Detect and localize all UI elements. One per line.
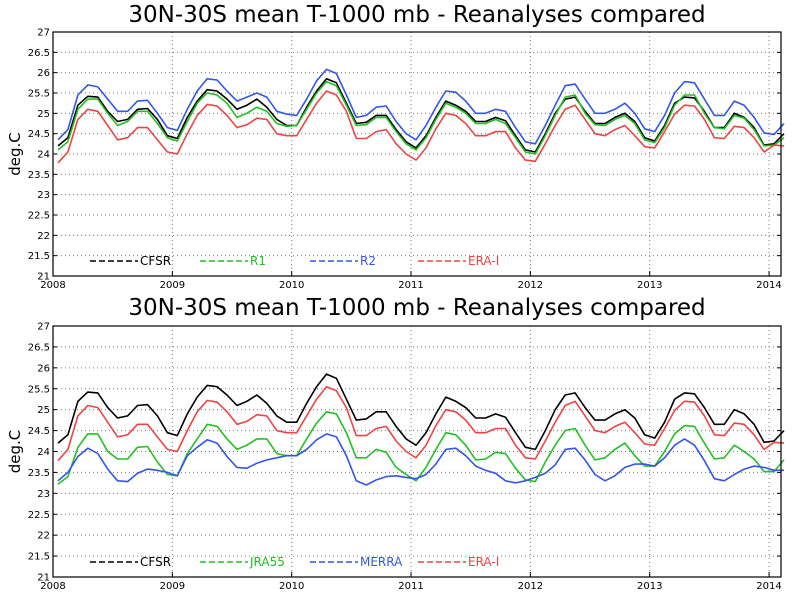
y-tick-label: 21: [37, 573, 50, 584]
y-tick-label: 26: [37, 363, 50, 374]
legend-label-r2: R2: [360, 254, 376, 268]
series-line-merra: [57, 433, 784, 486]
legend-label-era-i: ERA-I: [468, 254, 499, 268]
x-tick-label: 2011: [398, 280, 423, 291]
legend-label-cfsr: CFSR: [140, 555, 171, 569]
x-tick-label: 2012: [518, 280, 543, 291]
plot-frame: [52, 31, 782, 277]
legend-label-r1: R1: [250, 254, 266, 268]
y-tick-label: 21.5: [28, 251, 50, 262]
y-tick-label: 26.5: [28, 48, 50, 59]
y-tick-label: 22: [37, 531, 50, 542]
top-chart-panel: 30N-30S mean T-1000 mb - Reanalyses comp…: [6, 2, 785, 291]
y-tick-label: 25: [37, 405, 50, 416]
y-tick-label: 26.5: [28, 342, 50, 353]
y-tick-label: 21.5: [28, 552, 50, 563]
y-tick-label: 25.5: [28, 89, 50, 100]
x-tick-label: 2011: [398, 581, 423, 592]
series-line-cfsr: [57, 78, 785, 153]
y-tick-label: 24.5: [28, 129, 50, 140]
bottom-chart-panel: 30N-30S mean T-1000 mb - Reanalyses comp…: [6, 295, 785, 592]
y-tick-label: 24.5: [28, 426, 50, 437]
x-tick-label: 2009: [160, 280, 185, 291]
x-tick-label: 2014: [756, 280, 781, 291]
series-line-r2: [57, 68, 785, 145]
y-tick-label: 21: [37, 272, 50, 283]
y-tick-label: 24: [37, 150, 50, 161]
x-tick-label: 2013: [637, 280, 662, 291]
y-tick-label: 26: [37, 68, 50, 79]
chart-title: 30N-30S mean T-1000 mb - Reanalyses comp…: [128, 2, 705, 28]
series-line-era-i: [57, 385, 785, 462]
y-tick-label: 25.5: [28, 384, 50, 395]
x-tick-label: 2010: [279, 581, 304, 592]
y-axis-label: deg.C: [6, 430, 24, 474]
x-tick-label: 2008: [40, 280, 65, 291]
y-tick-label: 24: [37, 447, 50, 458]
x-tick-label: 2008: [40, 581, 65, 592]
y-tick-label: 23.5: [28, 170, 50, 181]
x-tick-label: 2009: [160, 581, 185, 592]
x-tick-label: 2013: [637, 581, 662, 592]
plot-frame: [52, 325, 782, 578]
series-line-era-i: [57, 90, 785, 164]
y-tick-label: 27: [37, 28, 50, 39]
series-line-cfsr: [57, 373, 785, 451]
y-tick-label: 23: [37, 190, 50, 201]
y-tick-label: 22.5: [28, 211, 50, 222]
legend-label-cfsr: CFSR: [140, 254, 171, 268]
y-tick-label: 27: [37, 322, 50, 333]
y-tick-label: 25: [37, 109, 50, 120]
legend-label-merra: MERRA: [360, 555, 403, 569]
series-line-r1: [57, 80, 785, 155]
legend-label-era-i: ERA-I: [468, 555, 499, 569]
y-tick-label: 22.5: [28, 510, 50, 521]
chart-title: 30N-30S mean T-1000 mb - Reanalyses comp…: [128, 295, 705, 321]
legend-label-jra55: JRA55: [249, 555, 285, 569]
y-axis-label: deg.C: [6, 132, 24, 176]
x-tick-label: 2010: [279, 280, 304, 291]
y-tick-label: 22: [37, 231, 50, 242]
y-tick-label: 23.5: [28, 468, 50, 479]
y-tick-label: 23: [37, 489, 50, 500]
x-tick-label: 2014: [756, 581, 781, 592]
x-tick-label: 2012: [518, 581, 543, 592]
